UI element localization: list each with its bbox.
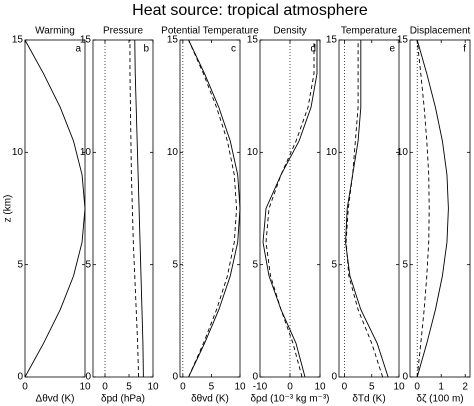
profile-line <box>24 39 86 378</box>
x-tick-label: 10 <box>314 382 326 393</box>
y-tick-label: 0 <box>85 372 91 383</box>
y-tick-label: 15 <box>12 35 24 46</box>
panel-letter: f <box>463 44 466 55</box>
y-tick-label: 5 <box>172 259 178 270</box>
x-axis-label: δpd (hPa) <box>101 394 145 405</box>
profile-line <box>129 40 140 378</box>
x-tick-label: 5 <box>209 382 215 393</box>
y-tick-label: 10 <box>12 147 24 158</box>
x-tick-label: 0 <box>22 382 28 393</box>
profile-line <box>416 39 449 378</box>
x-tick-label: 0 <box>342 382 348 393</box>
x-axis-label: δζ (100 m) <box>416 394 463 405</box>
panel-letter: c <box>231 44 236 55</box>
x-tick-label: 10 <box>147 382 159 393</box>
y-tick-label: 15 <box>167 35 179 46</box>
panel-title: Pressure <box>103 26 143 37</box>
x-tick-label: 10 <box>79 382 91 393</box>
panel-title: Displacement <box>410 26 471 37</box>
y-tick-label: 0 <box>331 372 337 383</box>
y-tick-label: 0 <box>17 372 23 383</box>
panel-title: Density <box>273 26 306 37</box>
y-tick-label: 0 <box>402 372 408 383</box>
y-tick-label: 10 <box>326 147 338 158</box>
panel-letter: b <box>143 44 149 55</box>
x-tick-label: 2 <box>462 382 468 393</box>
x-tick-label: -10 <box>253 382 268 393</box>
panel-frame <box>409 39 471 378</box>
y-tick-label: 0 <box>252 372 258 383</box>
y-tick-label: 5 <box>85 259 91 270</box>
y-axis-label: z (km) <box>3 195 14 223</box>
profile-line <box>345 40 389 378</box>
x-tick-label: 10 <box>234 382 246 393</box>
x-tick-label: 5 <box>126 382 132 393</box>
y-tick-label: 5 <box>402 259 408 270</box>
panel-title: Warming <box>35 26 75 37</box>
y-tick-label: 10 <box>80 147 92 158</box>
y-tick-label: 10 <box>397 147 409 158</box>
y-tick-label: 10 <box>247 147 259 158</box>
panel-frame <box>179 39 241 378</box>
profile-line <box>188 39 241 378</box>
panel-title: Potential Temperature <box>161 26 259 37</box>
x-tick-label: 0 <box>102 382 108 393</box>
panel-frame <box>24 39 86 378</box>
profile-line <box>345 40 384 378</box>
y-tick-label: 5 <box>17 259 23 270</box>
profile-line <box>416 39 430 378</box>
x-tick-label: 0 <box>414 382 420 393</box>
profile-line <box>265 40 315 378</box>
panel-letter: a <box>75 44 81 55</box>
x-axis-label: δθvd (K) <box>191 394 229 405</box>
figure-title: Heat source: tropical atmosphere <box>132 2 368 19</box>
y-tick-label: 15 <box>80 35 92 46</box>
x-axis-label: δρd (10⁻³ kg m⁻³) <box>250 394 329 405</box>
panel-title: Temperature <box>341 26 398 37</box>
y-tick-label: 5 <box>252 259 258 270</box>
y-tick-label: 5 <box>331 259 337 270</box>
profile-line <box>262 40 318 378</box>
panel-letter: d <box>310 44 316 55</box>
x-tick-label: 1 <box>438 382 444 393</box>
panel-frame <box>92 39 154 378</box>
x-tick-label: 5 <box>369 382 375 393</box>
y-tick-label: 15 <box>247 35 259 46</box>
panel-frame <box>338 39 400 378</box>
y-tick-label: 15 <box>326 35 338 46</box>
y-tick-label: 0 <box>172 372 178 383</box>
x-tick-label: 10 <box>393 382 405 393</box>
y-tick-label: 15 <box>397 35 409 46</box>
profile-line <box>134 39 144 378</box>
panel-letter: e <box>389 44 395 55</box>
x-tick-label: 0 <box>287 382 293 393</box>
x-axis-label: Δθvd (K) <box>36 394 75 405</box>
x-axis-label: δTd (K) <box>352 394 385 405</box>
profile-line <box>188 39 238 378</box>
y-tick-label: 10 <box>167 147 179 158</box>
x-tick-label: 0 <box>180 382 186 393</box>
